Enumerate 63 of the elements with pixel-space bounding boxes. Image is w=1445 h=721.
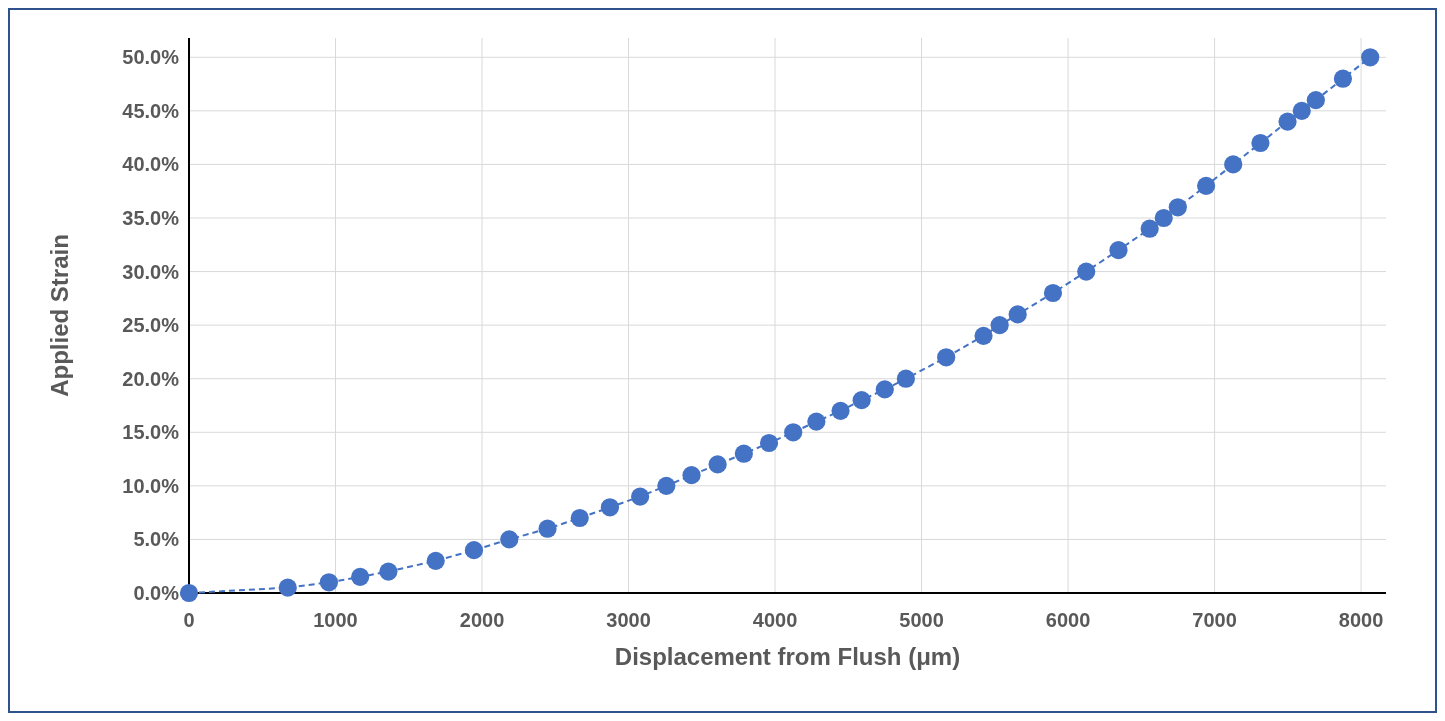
point	[974, 326, 993, 345]
y-tick-label: 20.0%	[122, 367, 180, 390]
point	[1251, 133, 1270, 153]
point	[538, 519, 557, 538]
point	[831, 401, 850, 420]
point	[1140, 219, 1159, 238]
point	[464, 541, 484, 560]
point	[1278, 112, 1297, 131]
y-tick-label: 5.0%	[133, 528, 180, 551]
x-axis-title: Displacement from Flush (μm)	[614, 643, 961, 670]
point	[937, 348, 956, 367]
point	[990, 316, 1009, 335]
y-tick-label: 45.0%	[122, 99, 180, 122]
point	[657, 476, 676, 495]
point	[852, 391, 871, 410]
point	[1109, 241, 1128, 260]
point	[759, 433, 779, 453]
point	[682, 466, 701, 485]
y-tick-label: 0.0%	[133, 582, 180, 604]
x-tick-label: 8000	[1338, 609, 1384, 631]
point	[1292, 101, 1311, 120]
y-tick-label: 35.0%	[122, 207, 180, 229]
point	[1008, 305, 1027, 324]
x-tick-label: 0	[183, 609, 195, 631]
point	[1154, 208, 1173, 228]
x-tick-label: 2000	[459, 609, 505, 631]
y-tick-label: 50.0%	[122, 46, 180, 69]
point	[1306, 91, 1325, 110]
point	[631, 487, 650, 506]
point	[426, 551, 445, 570]
point	[1196, 176, 1216, 195]
point	[500, 530, 519, 549]
point	[1333, 69, 1353, 88]
point	[1224, 155, 1243, 174]
x-tick-label: 3000	[606, 609, 651, 631]
y-tick-label: 10.0%	[122, 474, 180, 497]
point	[570, 508, 589, 528]
y-tick-label: 15.0%	[122, 421, 180, 444]
point	[807, 412, 826, 431]
point	[1168, 198, 1187, 217]
y-tick-label: 40.0%	[122, 153, 180, 176]
point	[734, 444, 753, 463]
point	[379, 562, 398, 581]
point	[278, 578, 297, 597]
point	[319, 573, 339, 592]
point	[1361, 48, 1380, 67]
point	[351, 567, 370, 587]
point	[875, 380, 894, 399]
y-axis-title: Applied Strain	[46, 234, 73, 397]
point	[179, 583, 199, 603]
point	[1043, 283, 1063, 303]
point	[1077, 262, 1096, 281]
point	[896, 369, 915, 388]
y-tick-label: 30.0%	[122, 260, 180, 283]
x-tick-label: 4000	[752, 609, 798, 631]
x-tick-label: 5000	[899, 609, 944, 631]
point	[600, 498, 620, 517]
x-tick-label: 6000	[1045, 609, 1091, 631]
y-tick-label: 25.0%	[122, 314, 180, 337]
point	[708, 455, 727, 474]
x-tick-label: 1000	[313, 609, 358, 631]
point	[784, 423, 803, 442]
x-tick-label: 7000	[1192, 609, 1237, 631]
